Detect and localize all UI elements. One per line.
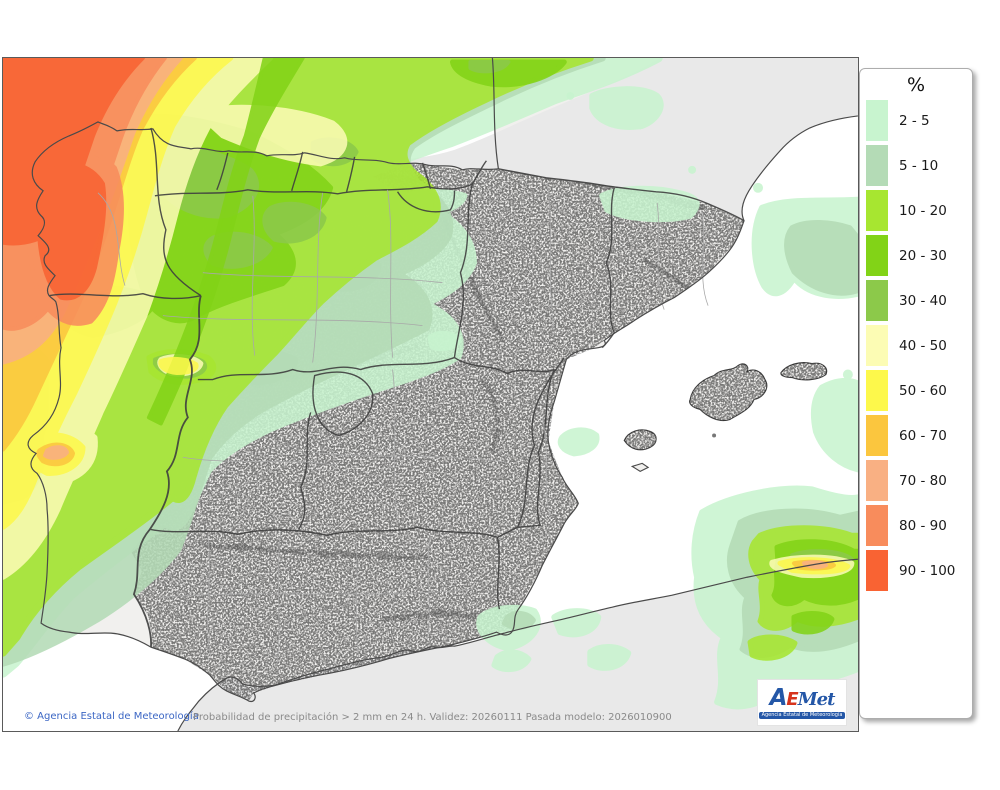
legend-label: 90 - 100 — [899, 562, 956, 579]
map-caption: Probabilidad de precipitación > 2 mm en … — [193, 712, 672, 723]
legend-row: 40 - 50 — [866, 325, 972, 366]
legend-row: 10 - 20 — [866, 190, 972, 231]
legend-row: 90 - 100 — [866, 550, 972, 591]
legend-label: 2 - 5 — [899, 112, 930, 129]
legend-label: 70 - 80 — [899, 472, 947, 489]
legend-swatch — [866, 100, 888, 141]
legend-title: % — [906, 74, 926, 96]
copyright-text: © Agencia Estatal de Meteorología — [24, 711, 199, 722]
aemet-logo-subtitle: Agencia Estatal de Meteorología — [758, 711, 846, 719]
legend-label: 30 - 40 — [899, 292, 947, 309]
legend-label: 40 - 50 — [899, 337, 947, 354]
prob-region — [146, 58, 305, 426]
legend-swatch — [866, 550, 888, 591]
legend-panel: % 2 - 5 5 - 10 10 - 20 20 - 30 30 - 40 40 - 5… — [859, 68, 973, 719]
france-biscay-gray — [344, 58, 858, 221]
legend-swatch — [866, 415, 888, 456]
legend-row: 60 - 70 — [866, 415, 972, 456]
legend-label: 50 - 60 — [899, 382, 947, 399]
legend-swatch — [866, 145, 888, 186]
legend-row: 5 - 10 — [866, 145, 972, 186]
prob-region-group — [3, 58, 145, 301]
province-borders — [97, 182, 709, 668]
legend-label: 60 - 70 — [899, 427, 947, 444]
legend-swatch — [866, 280, 888, 321]
legend-row: 2 - 5 — [866, 100, 972, 141]
legend-label: 80 - 90 — [899, 517, 947, 534]
formentera — [630, 462, 650, 473]
logo-letter-a: A — [769, 684, 788, 711]
legend-swatch — [866, 190, 888, 231]
legend-swatch — [866, 505, 888, 546]
logo-letters-met: Met — [797, 688, 836, 710]
legend-swatch — [866, 235, 888, 276]
legend-label: 20 - 30 — [899, 247, 947, 264]
legend-row: 80 - 90 — [866, 505, 972, 546]
legend-row: 50 - 60 — [866, 370, 972, 411]
cabrera — [712, 433, 717, 438]
legend-swatch — [866, 325, 888, 366]
legend-row: 70 - 80 — [866, 460, 972, 501]
map-canvas — [3, 58, 858, 731]
region-borders — [48, 127, 745, 648]
legend-rows: 2 - 5 5 - 10 10 - 20 20 - 30 30 - 40 40 - 50 5… — [860, 100, 972, 591]
legend-swatch — [866, 460, 888, 501]
map-frame — [2, 57, 859, 732]
coastlines — [27, 58, 858, 731]
logo-letter-e: E — [786, 688, 798, 710]
aemet-logo: AEMet Agencia Estatal de Meteorología — [757, 679, 847, 726]
legend-swatch — [866, 370, 888, 411]
legend-row: 20 - 30 — [866, 235, 972, 276]
legend-label: 10 - 20 — [899, 202, 947, 219]
legend-row: 30 - 40 — [866, 280, 972, 321]
legend-label: 5 - 10 — [899, 157, 939, 174]
aemet-logo-wordmark: AEMet — [769, 684, 836, 711]
